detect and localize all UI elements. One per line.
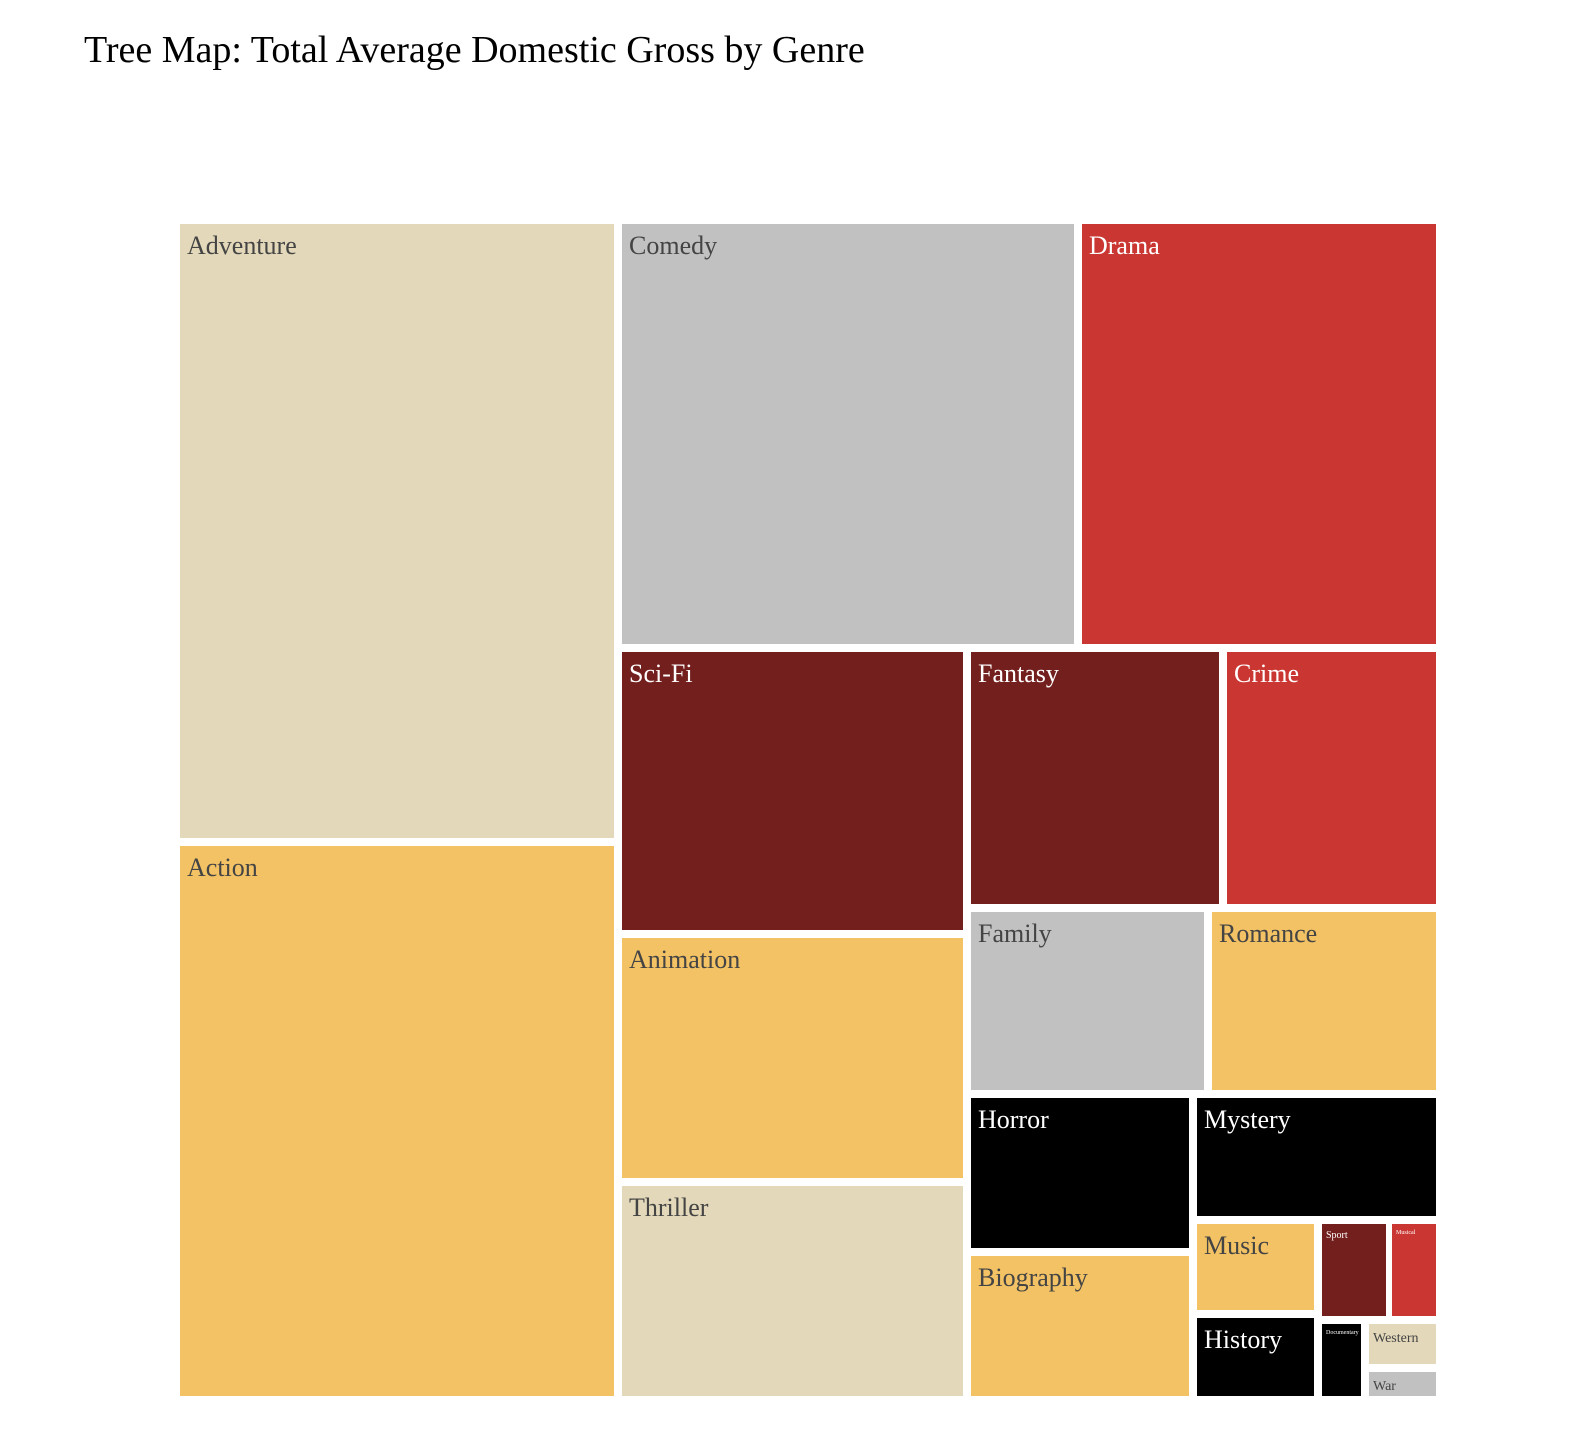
tile-family[interactable]: [971, 912, 1204, 1090]
tile-sport[interactable]: [1322, 1224, 1386, 1316]
tile-animation[interactable]: [622, 938, 963, 1178]
chart-title: Tree Map: Total Average Domestic Gross b…: [84, 29, 865, 71]
tile-horror[interactable]: [971, 1098, 1189, 1248]
tile-sci-fi[interactable]: [622, 652, 963, 930]
tile-label-thriller: Thriller: [629, 1193, 709, 1222]
tile-label-music: Music: [1204, 1231, 1269, 1260]
tile-comedy[interactable]: [622, 224, 1074, 644]
tile-label-adventure: Adventure: [187, 231, 297, 260]
tile-drama[interactable]: [1082, 224, 1436, 644]
tile-action[interactable]: [180, 846, 614, 1396]
tile-label-sci-fi: Sci-Fi: [629, 659, 693, 688]
tile-crime[interactable]: [1227, 652, 1436, 904]
tile-label-mystery: Mystery: [1204, 1105, 1291, 1134]
tile-romance[interactable]: [1212, 912, 1436, 1090]
tile-label-sport: Sport: [1326, 1230, 1348, 1241]
tile-label-drama: Drama: [1089, 231, 1160, 260]
tile-musical[interactable]: [1392, 1224, 1436, 1316]
tile-label-family: Family: [978, 919, 1052, 948]
tile-label-animation: Animation: [629, 945, 740, 974]
tile-label-biography: Biography: [978, 1263, 1088, 1292]
tile-label-musical: Musical: [1396, 1230, 1416, 1236]
tile-label-crime: Crime: [1234, 659, 1299, 688]
tile-label-western: Western: [1373, 1331, 1419, 1346]
tile-label-documentary: Documentary: [1326, 1330, 1359, 1336]
tile-label-action: Action: [187, 853, 258, 882]
tile-documentary[interactable]: [1322, 1324, 1361, 1396]
tile-fantasy[interactable]: [971, 652, 1219, 904]
tile-war[interactable]: [1369, 1372, 1436, 1396]
tile-label-fantasy: Fantasy: [978, 659, 1059, 688]
tile-history[interactable]: [1197, 1318, 1314, 1396]
tile-label-horror: Horror: [978, 1105, 1049, 1134]
tile-western[interactable]: [1369, 1324, 1436, 1364]
tile-mystery[interactable]: [1197, 1098, 1436, 1216]
tile-adventure[interactable]: [180, 224, 614, 838]
tile-label-war: War: [1373, 1379, 1396, 1394]
tile-label-history: History: [1204, 1325, 1282, 1354]
tile-thriller[interactable]: [622, 1186, 963, 1396]
tile-biography[interactable]: [971, 1256, 1189, 1396]
tile-music[interactable]: [1197, 1224, 1314, 1310]
tile-label-romance: Romance: [1219, 919, 1317, 948]
tile-label-comedy: Comedy: [629, 231, 717, 260]
